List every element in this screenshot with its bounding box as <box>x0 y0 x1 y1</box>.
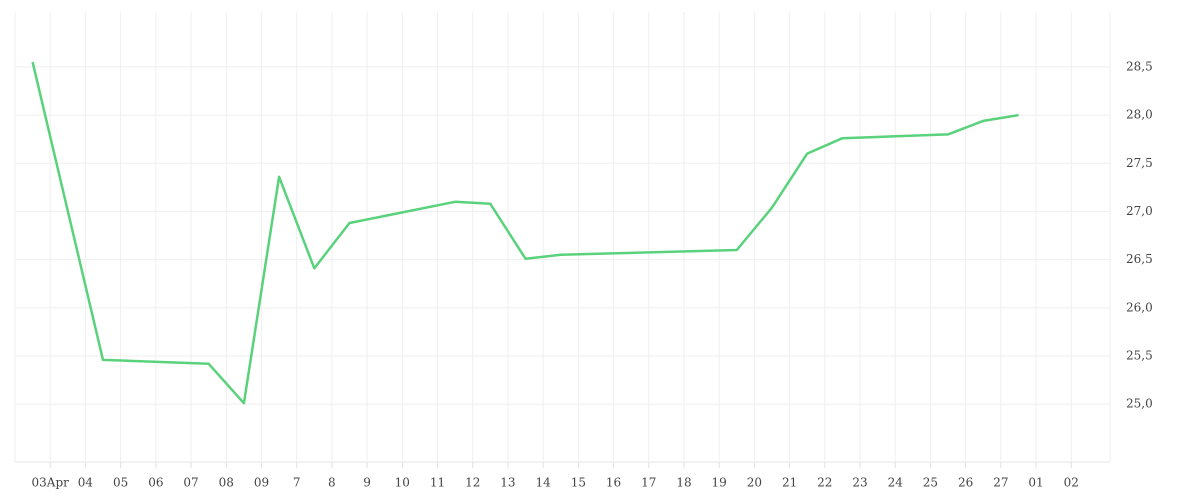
data-line <box>31 61 1019 405</box>
x-tick-label: 23 <box>852 476 867 490</box>
x-tick-label: 11 <box>430 476 445 490</box>
x-tick-label: 04 <box>78 476 94 490</box>
x-tick-label: 12 <box>465 476 480 490</box>
y-tick-label: 28,5 <box>1126 59 1153 73</box>
x-tick-label: 14 <box>535 476 551 490</box>
x-tick-label: 13 <box>500 476 515 490</box>
x-tick-label: 25 <box>923 476 938 490</box>
y-tick-label: 26,0 <box>1126 300 1153 314</box>
x-tick-label: 22 <box>817 476 832 490</box>
x-tick-label: 02 <box>1064 476 1079 490</box>
y-tick-label: 28,0 <box>1126 108 1153 122</box>
y-tick-label: 25,5 <box>1126 349 1153 363</box>
x-tick-label: 17 <box>641 476 656 490</box>
x-tick-label: 03Apr <box>32 476 70 490</box>
x-tick-label: 8 <box>328 476 336 490</box>
x-tick-label: 9 <box>363 476 371 490</box>
x-tick-label: 10 <box>395 476 410 490</box>
x-tick-label: 05 <box>113 476 128 490</box>
y-tick-label: 25,0 <box>1126 397 1153 411</box>
x-tick-label: 26 <box>958 476 973 490</box>
x-tick-label: 16 <box>606 476 621 490</box>
x-tick-label: 01 <box>1028 476 1043 490</box>
y-tick-label: 27,0 <box>1126 204 1153 218</box>
x-tick-label: 24 <box>888 476 904 490</box>
x-tick-label: 06 <box>148 476 163 490</box>
x-tick-label: 21 <box>782 476 797 490</box>
y-tick-label: 26,5 <box>1126 252 1153 266</box>
x-tick-label: 20 <box>747 476 762 490</box>
x-tick-label: 15 <box>571 476 586 490</box>
x-tick-label: 08 <box>219 476 234 490</box>
x-tick-label: 7 <box>293 476 301 490</box>
y-tick-label: 27,5 <box>1126 156 1153 170</box>
x-tick-label: 18 <box>676 476 691 490</box>
x-tick-label: 27 <box>993 476 1008 490</box>
x-tick-label: 09 <box>254 476 269 490</box>
x-tick-label: 07 <box>183 476 198 490</box>
x-tick-label: 19 <box>712 476 727 490</box>
